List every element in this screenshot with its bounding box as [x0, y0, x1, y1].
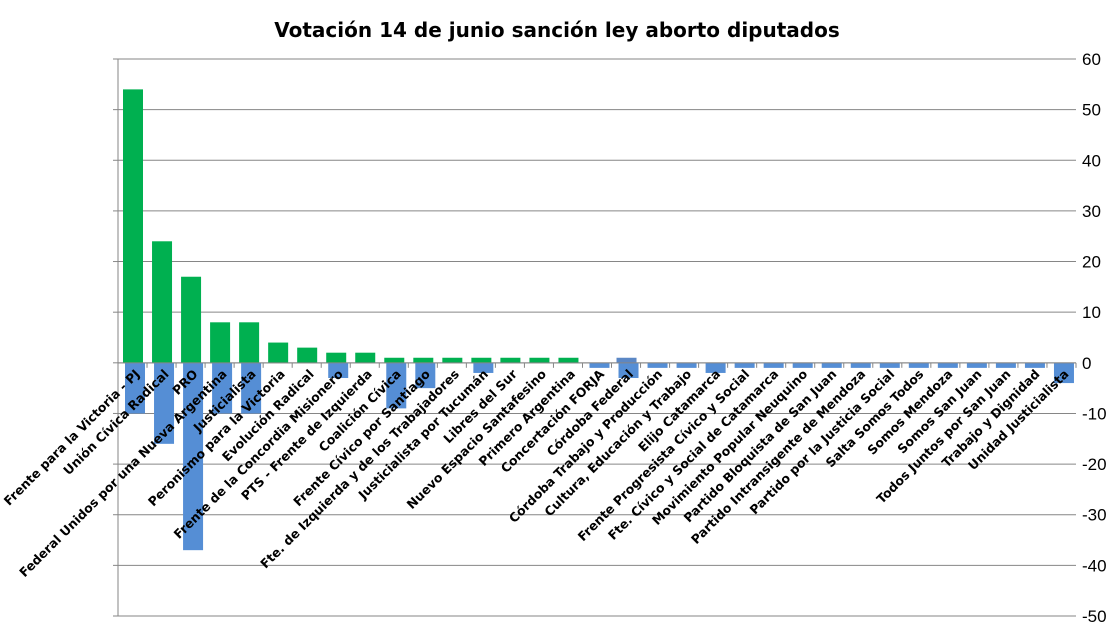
- bar-negative: [763, 362, 784, 368]
- bar-positive: [616, 357, 637, 363]
- bar-positive: [239, 322, 260, 363]
- bar-positive: [413, 357, 434, 363]
- bar-negative: [734, 362, 755, 368]
- y-tick-label: 20: [1082, 253, 1101, 272]
- bar-negative: [879, 362, 900, 368]
- bar-positive: [152, 241, 173, 363]
- y-tick-label: 30: [1082, 202, 1101, 221]
- bar-positive: [384, 357, 405, 363]
- bar-negative: [212, 362, 233, 414]
- y-tick-label: -30: [1082, 506, 1107, 525]
- bar-positive: [210, 322, 231, 363]
- bar-positive: [442, 357, 463, 363]
- bar-positive: [326, 352, 347, 363]
- bar-positive: [123, 89, 143, 363]
- y-tick-label: -10: [1082, 404, 1107, 423]
- bar-negative: [821, 362, 842, 368]
- bar-negative: [647, 362, 668, 368]
- y-tick-label: 10: [1082, 303, 1101, 322]
- bar-negative: [1053, 362, 1074, 384]
- bar-negative: [850, 362, 871, 368]
- category-label: Frente para la Victoria - PJ: [1, 366, 143, 508]
- chart-title: Votación 14 de junio sanción ley aborto …: [274, 18, 840, 42]
- bar-negative: [386, 362, 407, 409]
- bar-negative: [415, 362, 436, 389]
- bar-positive: [181, 276, 202, 363]
- y-tick-label: 40: [1082, 151, 1101, 170]
- bar-negative: [937, 362, 958, 368]
- bar-positive: [297, 347, 318, 363]
- y-tick-label: 0: [1082, 354, 1091, 373]
- bar-negative: [183, 362, 204, 551]
- bar-negative: [154, 362, 175, 444]
- bar-positive: [268, 342, 289, 363]
- y-tick-label: -20: [1082, 455, 1107, 474]
- bar-negative: [792, 362, 813, 368]
- y-tick-label: 60: [1082, 50, 1101, 69]
- bar-negative: [618, 362, 639, 379]
- bar-negative: [995, 362, 1016, 368]
- y-tick-label: -40: [1082, 556, 1107, 575]
- bar-negative: [241, 362, 262, 414]
- bar-positive: [558, 357, 579, 363]
- y-tick-label: -50: [1082, 607, 1107, 626]
- y-tick-label: 50: [1082, 101, 1101, 120]
- bar-negative: [676, 362, 697, 368]
- bar-negative: [1024, 362, 1045, 368]
- bar-negative: [966, 362, 987, 368]
- bar-negative: [328, 362, 349, 379]
- bar-negative: [705, 362, 726, 373]
- bar-positive: [500, 357, 521, 363]
- bar-positive: [355, 352, 376, 363]
- bar-negative: [589, 362, 610, 368]
- bar-negative: [908, 362, 929, 368]
- bar-positive: [529, 357, 550, 363]
- bar-positive: [471, 357, 492, 363]
- bar-negative: [473, 362, 494, 373]
- bar-negative: [125, 362, 145, 414]
